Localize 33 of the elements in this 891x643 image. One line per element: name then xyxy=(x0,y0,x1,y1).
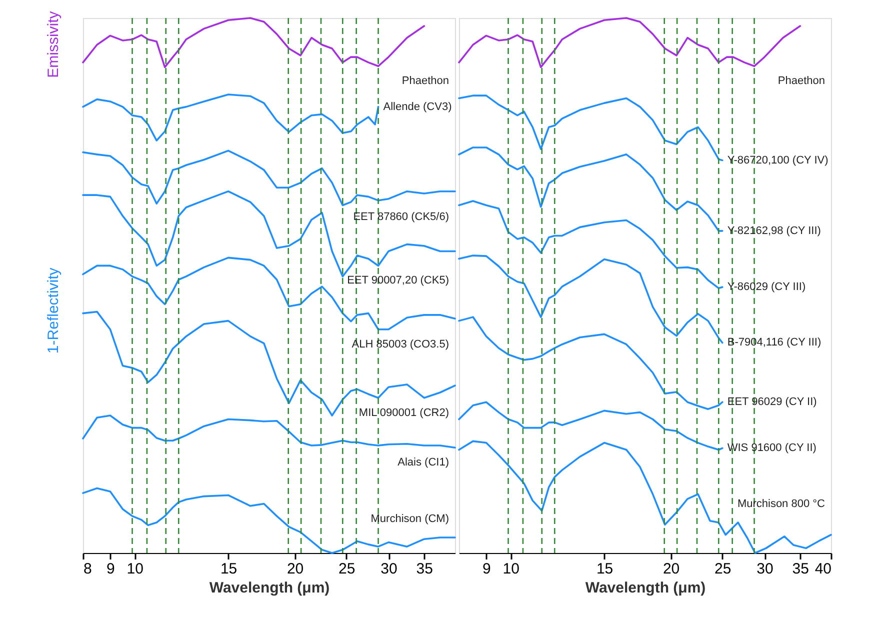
x-tick-label: 20 xyxy=(286,560,304,578)
x-tick-label: 30 xyxy=(380,560,398,578)
text: Phaethon xyxy=(402,75,449,88)
series-label: B-7904,116 (CY III) xyxy=(727,336,822,349)
x-tick-label: 9 xyxy=(106,560,115,578)
series-label: WIS 91600 (CY II) xyxy=(727,442,816,454)
series-label: Alais (CI1) xyxy=(398,456,449,469)
x-tick-label: 20 xyxy=(662,560,680,578)
x-tick-label: 9 xyxy=(482,560,491,578)
x-tick-label: 15 xyxy=(596,560,614,578)
x-tick-label: 40 xyxy=(814,560,832,578)
x-tick-label: 25 xyxy=(338,560,356,578)
x-tick-label: 35 xyxy=(792,560,809,578)
x-tick-label: 10 xyxy=(502,560,520,578)
x-tick-label: 8 xyxy=(84,560,92,578)
series-label: Murchison (CM) xyxy=(370,512,449,525)
x-axis-title: Wavelength (μm) xyxy=(585,580,706,596)
x-tick-label: 35 xyxy=(416,560,433,578)
x-tick-label: 10 xyxy=(126,560,144,578)
series-label: EET 96029 (CY II) xyxy=(727,396,817,408)
y-axis-title: 1-Reflectivity xyxy=(45,267,62,354)
text: Emissivity xyxy=(45,10,62,78)
series-label: ALH 85003 (CO3.5) xyxy=(352,338,449,350)
x-tick-label: 30 xyxy=(756,560,774,578)
series-label: Allende (CV3) xyxy=(383,100,452,113)
x-axis-title: Wavelength (μm) xyxy=(209,580,330,596)
series-label: Murchison 800 °C xyxy=(737,498,826,510)
x-tick-label: 25 xyxy=(714,560,732,578)
text: Phaethon xyxy=(778,75,825,88)
x-tick-label: 15 xyxy=(220,560,238,578)
series-label: Y-86029 (CY III) xyxy=(727,281,806,294)
series-label: MIL 090001 (CR2) xyxy=(358,406,449,419)
series-label: EET 87860 (CK5/6) xyxy=(353,211,449,224)
